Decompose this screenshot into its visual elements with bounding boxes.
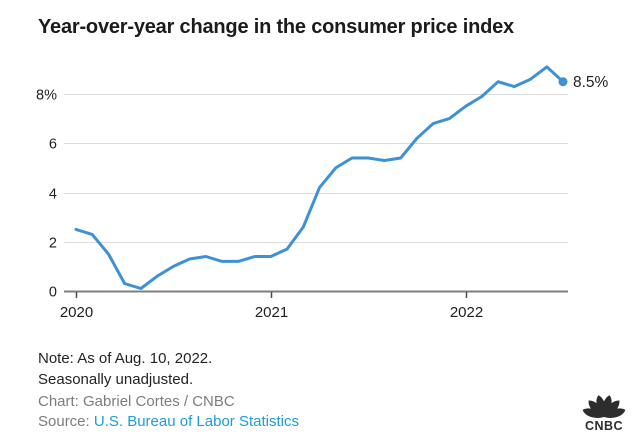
cnbc-logo-text: CNBC (585, 419, 623, 433)
x-axis-label: 2020 (60, 304, 93, 321)
chart-title: Year-over-year change in the consumer pr… (38, 16, 514, 38)
end-point-label: 8.5% (573, 74, 609, 91)
note-line-2: Seasonally unadjusted. (38, 371, 194, 388)
cnbc-peacock-icon (582, 395, 626, 418)
y-axis-label: 6 (49, 137, 57, 153)
y-axis-label: 4 (49, 187, 57, 203)
y-axis-label: 0 (49, 285, 57, 301)
x-axis-label: 2022 (450, 304, 483, 321)
cpi-line-chart: 0 2 4 6 8% 2020 2021 2022 8.5% (36, 65, 609, 321)
source-link[interactable]: U.S. Bureau of Labor Statistics (93, 413, 299, 430)
cnbc-logo: CNBC (582, 395, 626, 433)
y-axis-label: 8% (36, 88, 57, 104)
source-label: Source: (38, 413, 94, 430)
chart-credit: Chart: Gabriel Cortes / CNBC (38, 393, 235, 410)
end-point-dot (558, 77, 568, 87)
note-line-1: Note: As of Aug. 10, 2022. (38, 350, 213, 367)
source-line: Source: U.S. Bureau of Labor Statistics (38, 413, 299, 430)
y-axis-label: 2 (49, 236, 57, 252)
x-axis-label: 2021 (255, 304, 288, 321)
cpi-line-series (74, 65, 565, 290)
